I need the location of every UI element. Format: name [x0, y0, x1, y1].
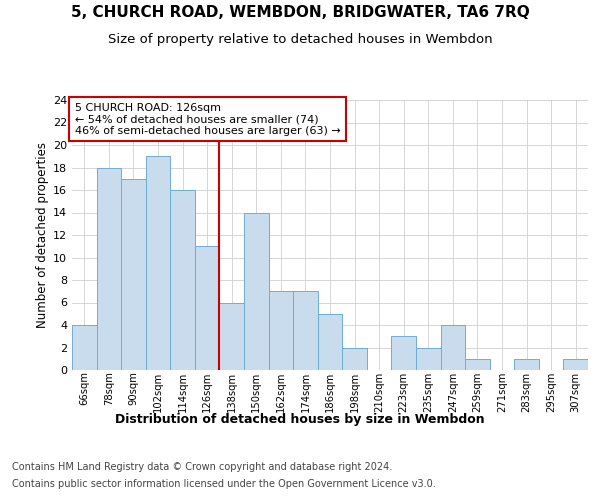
- Bar: [146, 156, 170, 370]
- Text: Contains HM Land Registry data © Crown copyright and database right 2024.: Contains HM Land Registry data © Crown c…: [12, 462, 392, 472]
- Bar: [72, 325, 97, 370]
- Bar: [244, 212, 269, 370]
- Bar: [220, 302, 244, 370]
- Y-axis label: Number of detached properties: Number of detached properties: [36, 142, 49, 328]
- Text: Contains public sector information licensed under the Open Government Licence v3: Contains public sector information licen…: [12, 479, 436, 489]
- Bar: [121, 179, 146, 370]
- Bar: [440, 325, 465, 370]
- Bar: [195, 246, 220, 370]
- Bar: [465, 359, 490, 370]
- Text: 5 CHURCH ROAD: 126sqm
← 54% of detached houses are smaller (74)
46% of semi-deta: 5 CHURCH ROAD: 126sqm ← 54% of detached …: [74, 102, 340, 136]
- Text: Size of property relative to detached houses in Wembdon: Size of property relative to detached ho…: [107, 32, 493, 46]
- Bar: [269, 291, 293, 370]
- Text: 5, CHURCH ROAD, WEMBDON, BRIDGWATER, TA6 7RQ: 5, CHURCH ROAD, WEMBDON, BRIDGWATER, TA6…: [71, 5, 529, 20]
- Bar: [514, 359, 539, 370]
- Bar: [293, 291, 318, 370]
- Bar: [318, 314, 342, 370]
- Bar: [563, 359, 588, 370]
- Bar: [391, 336, 416, 370]
- Bar: [416, 348, 440, 370]
- Bar: [170, 190, 195, 370]
- Bar: [97, 168, 121, 370]
- Text: Distribution of detached houses by size in Wembdon: Distribution of detached houses by size …: [115, 412, 485, 426]
- Bar: [342, 348, 367, 370]
